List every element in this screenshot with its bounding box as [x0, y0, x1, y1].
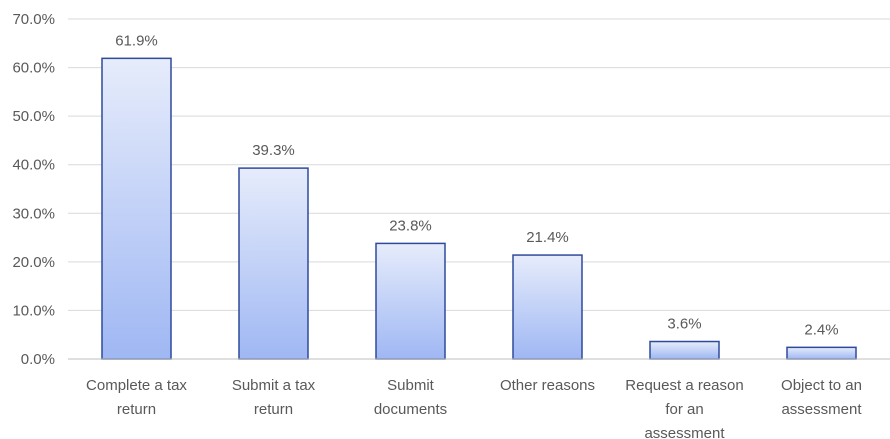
- bars: [101, 57, 857, 360]
- data-label: 3.6%: [667, 316, 701, 333]
- category-label: Request a reason for an assessment: [625, 377, 743, 439]
- bar: [101, 57, 172, 360]
- data-label: 21.4%: [526, 229, 569, 246]
- x-axis-category-labels: Complete a tax return Submit a tax return Su…: [86, 377, 862, 439]
- category-label: Submit documents: [374, 377, 447, 418]
- data-label: 39.3%: [252, 142, 295, 159]
- y-tick-label: 10.0%: [12, 302, 55, 319]
- category-label: Object to an assessment: [781, 377, 862, 418]
- y-axis-tick-labels: 0.0% 10.0% 20.0% 30.0% 40.0% 50.0% 60.0% 70.0%: [12, 11, 55, 368]
- bar: [649, 340, 720, 360]
- category-label: Complete a tax return: [86, 377, 187, 418]
- y-tick-label: 50.0%: [12, 108, 55, 125]
- bar: [786, 346, 857, 360]
- y-tick-label: 60.0%: [12, 60, 55, 77]
- y-tick-label: 20.0%: [12, 254, 55, 271]
- y-tick-label: 70.0%: [12, 11, 55, 28]
- gridlines: [68, 18, 890, 311]
- category-label: Submit a tax return: [232, 377, 316, 418]
- data-label: 2.4%: [804, 321, 838, 338]
- y-tick-label: 0.0%: [21, 351, 55, 368]
- bar: [512, 254, 583, 360]
- bar: [238, 167, 309, 360]
- data-label: 23.8%: [389, 217, 432, 234]
- y-tick-label: 30.0%: [12, 205, 55, 222]
- category-label: Other reasons: [500, 377, 595, 394]
- data-label: 61.9%: [115, 32, 158, 49]
- data-labels: 61.9% 39.3% 23.8% 21.4% 3.6% 2.4%: [115, 32, 838, 338]
- y-tick-label: 40.0%: [12, 157, 55, 174]
- bar: [375, 242, 446, 360]
